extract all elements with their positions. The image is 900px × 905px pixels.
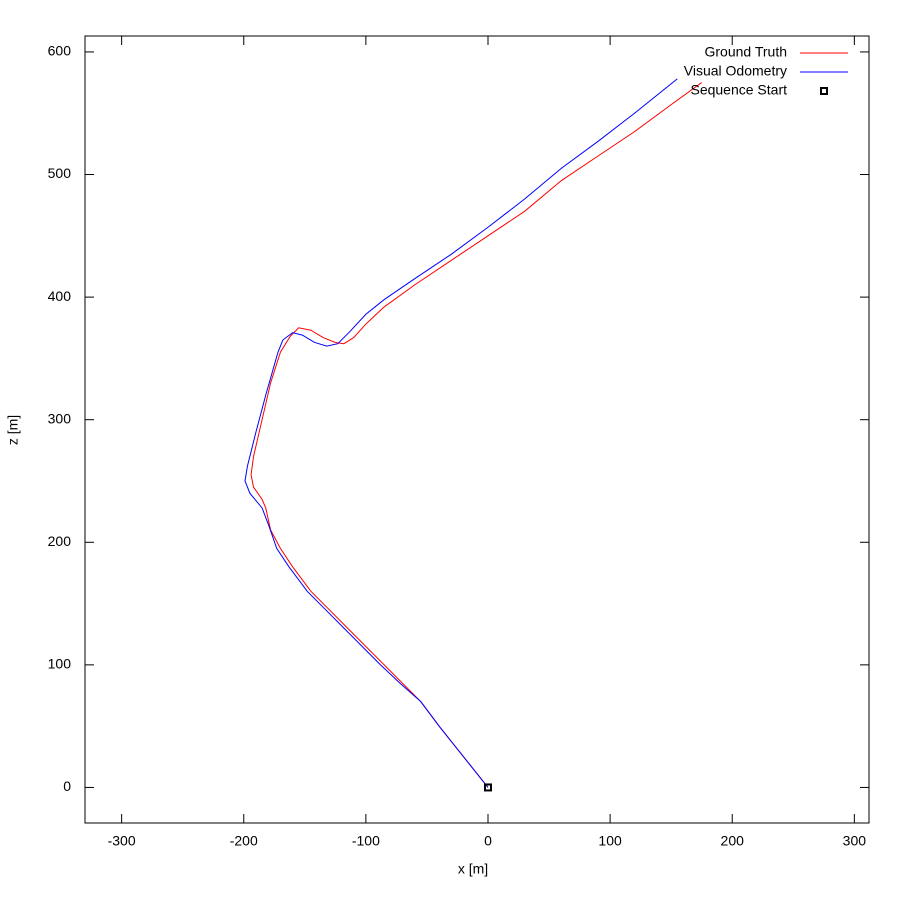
legend-label: Sequence Start <box>690 82 787 98</box>
x-tick-label: 300 <box>843 833 867 849</box>
y-tick-label: 0 <box>63 778 71 794</box>
x-tick-label: 200 <box>721 833 745 849</box>
y-axis-label: z [m] <box>5 415 21 445</box>
x-tick-label: -100 <box>352 833 380 849</box>
x-axis-label: x [m] <box>458 861 488 877</box>
legend-label: Visual Odometry <box>684 63 787 79</box>
series-line <box>250 82 702 788</box>
y-tick-label: 200 <box>48 533 72 549</box>
y-tick-label: 600 <box>48 43 72 59</box>
series-line <box>244 78 678 788</box>
y-tick-label: 500 <box>48 165 72 181</box>
legend-swatch <box>820 87 828 95</box>
series-point <box>483 783 492 792</box>
x-tick-label: -300 <box>108 833 136 849</box>
y-tick-label: 300 <box>48 410 72 426</box>
y-tick-label: 400 <box>48 288 72 304</box>
plot-frame <box>84 35 870 824</box>
x-tick-label: 100 <box>598 833 622 849</box>
legend-label: Ground Truth <box>705 44 788 60</box>
x-tick-label: -200 <box>230 833 258 849</box>
y-tick-label: 100 <box>48 656 72 672</box>
x-tick-label: 0 <box>484 833 492 849</box>
